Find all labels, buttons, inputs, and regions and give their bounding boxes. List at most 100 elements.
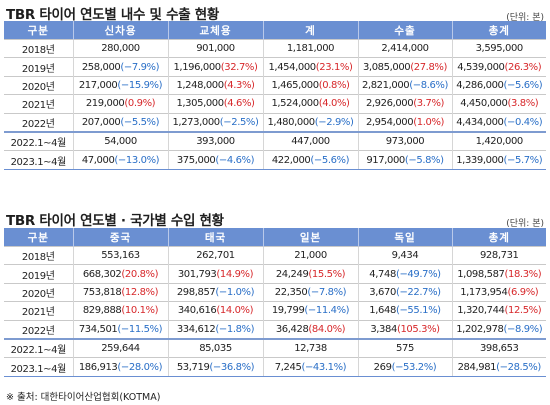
table-cell: 54,000 [72,130,168,151]
change-rate: (27.8%) [410,61,448,73]
cell-value: 12,738 [294,343,327,355]
table-cell: 4,434,000(−0.4%) [451,112,546,132]
cell-value: 301,793 [177,268,217,280]
change-rate: (−22.7%) [395,286,441,298]
table-row: 2022년 734,501(−11.5%) 334,612(−1.8%) 36,428… [4,319,546,339]
domestic-export-table: 구분 신차용 교체용 계 수출 총계 2018년 280,000 901,000 1,181,0… [4,21,546,170]
column-header: 독일 [357,228,452,247]
cell-value: 4,434,000 [456,116,504,128]
cell-value: 1,202,978 [456,323,504,335]
row-label: 2020년 [4,75,73,95]
change-rate: (105.3%) [396,323,440,335]
column-header: 계 [262,21,358,40]
row-label: 2022.1~4월 [4,337,73,358]
table-cell: 1,320,744(12.5%) [451,301,546,321]
table-cell: 2,954,000(1.0%) [357,112,452,132]
cell-value: 1,420,000 [475,136,524,148]
table-cell: 829,888(10.1%) [72,301,168,321]
change-rate: (18.3%) [504,268,542,280]
cell-value: 447,000 [291,136,330,148]
column-header: 일본 [262,228,358,247]
table-cell: 928,731 [451,245,546,265]
cell-value: 398,653 [479,343,519,355]
table-cell: 4,748(−49.7%) [357,264,452,284]
change-rate: (−4.6%) [215,154,255,166]
table-cell: 4,286,000(−5.6%) [451,75,546,95]
cell-value: 3,595,000 [475,43,524,55]
row-label: 2018년 [4,38,73,58]
cell-value: 1,465,000 [271,79,319,91]
table2-title: TBR 타이어 연도별 · 국가별 수입 현황 [6,213,224,229]
change-rate: (0.9%) [124,98,156,110]
table-cell: 217,000(−15.9%) [72,75,168,95]
table-cell: 262,701 [167,245,263,265]
table2-unit: (단위: 본) [506,219,544,229]
table-row: 2023.1~4월 186,913(−28.0%) 53,719(−36.8%) 7,… [4,357,546,377]
change-rate: (−2.5%) [219,116,259,128]
change-rate: (−53.2%) [391,361,437,373]
table-cell: 1,420,000 [451,130,546,151]
table-cell: 12,738 [262,337,358,358]
column-header: 구분 [4,228,73,247]
cell-value: 901,000 [196,43,235,55]
table-row: 2021년 219,000(0.9%) 1,305,000(4.6%) 1,524,0… [4,94,546,114]
table-cell: 207,000(−5.5%) [72,112,168,132]
cell-value: 1,648 [369,305,396,317]
table-cell: 1,465,000(0.8%) [262,75,358,95]
table-cell: 258,000(−7.9%) [72,57,168,77]
cell-value: 375,000 [176,154,216,166]
change-rate: (−8.9%) [503,323,543,335]
cell-value: 4,450,000 [460,98,508,110]
table-cell: 7,245(−43.1%) [262,357,358,377]
table-cell: 1,648(−55.1%) [357,301,452,321]
table-cell: 1,248,000(4.3%) [167,75,263,95]
row-label: 2021년 [4,301,73,321]
table-cell: 1,173,954(6.9%) [451,282,546,302]
cell-value: 753,818 [82,286,122,298]
table-cell: 734,501(−11.5%) [72,319,168,339]
table-row: 2019년 258,000(−7.9%) 1,196,000(32.7%) 1,454… [4,57,546,77]
table-cell: 393,000 [167,130,263,151]
change-rate: (3.8%) [507,98,539,110]
table-cell: 3,595,000 [451,38,546,58]
cell-value: 668,302 [82,268,122,280]
change-rate: (−5.8%) [404,154,444,166]
cell-value: 973,000 [385,136,425,148]
table-cell: 269(−53.2%) [357,357,452,377]
cell-value: 3,670 [369,286,396,298]
column-header: 수출 [357,21,452,40]
cell-value: 262,701 [196,250,235,262]
cell-value: 393,000 [196,136,235,148]
row-label: 2019년 [4,57,73,77]
table-cell: 280,000 [72,38,168,58]
column-header: 총계 [451,21,546,40]
table-cell: 186,913(−28.0%) [72,357,168,377]
change-rate: (3.7%) [413,98,445,110]
column-header: 구분 [4,21,73,40]
change-rate: (−11.5%) [117,323,163,335]
row-label: 2020년 [4,282,73,302]
cell-value: 19,799 [271,305,305,317]
table-row: 2021년 829,888(10.1%) 340,616(14.0%) 19,799(… [4,301,546,321]
cell-value: 186,913 [78,361,118,373]
cell-value: 9,434 [391,250,419,262]
table-cell: 340,616(14.0%) [167,301,263,321]
cell-value: 259,644 [101,343,140,355]
row-label: 2023.1~4월 [4,150,73,170]
table-cell: 575 [357,337,452,358]
table-row: 2018년 553,163 262,701 21,000 9,434 928,731 [4,245,546,265]
change-rate: (26.3%) [504,61,542,73]
change-rate: (23.1%) [315,61,353,73]
cell-value: 219,000 [85,98,125,110]
column-header: 신차용 [72,21,168,40]
column-header: 중국 [72,228,168,247]
table-cell: 1,196,000(32.7%) [167,57,263,77]
change-rate: (−15.9%) [117,79,163,91]
table-row: 2022년 207,000(−5.5%) 1,273,000(−2.5%) 1,480… [4,112,546,132]
cell-value: 1,320,744 [457,305,505,317]
header-row: 구분 신차용 교체용 계 수출 총계 [4,21,546,40]
table-cell: 22,350(−7.8%) [262,282,358,302]
cell-value: 2,821,000 [361,79,410,91]
table-row: 2020년 753,818(12.8%) 298,857(−1.0%) 22,350(… [4,282,546,302]
table-cell: 21,000 [262,245,358,265]
